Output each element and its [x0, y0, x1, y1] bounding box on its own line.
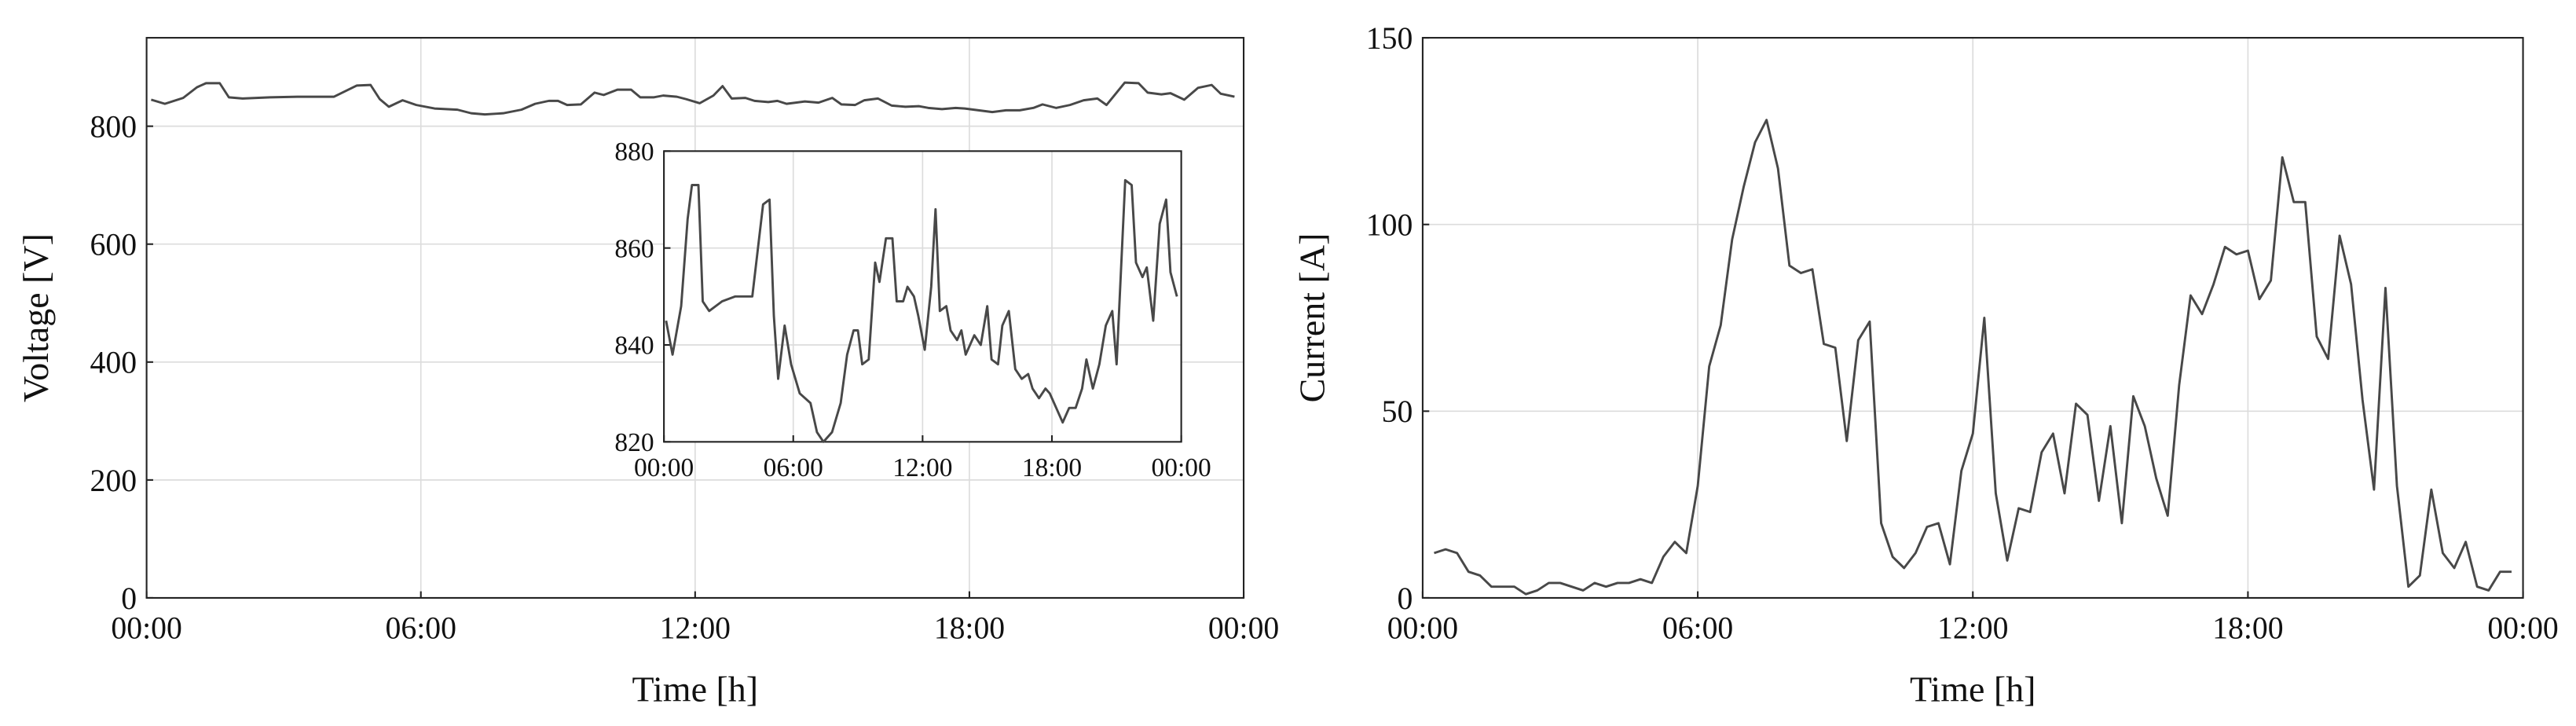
y-tick-label: 50 — [1382, 394, 1413, 429]
y-tick-label: 100 — [1366, 208, 1413, 243]
y-tick-label: 0 — [1398, 581, 1413, 616]
x-tick-label: 00:00 — [111, 611, 181, 646]
y-tick-label: 860 — [614, 234, 654, 263]
data-line — [665, 178, 1178, 443]
y-axis-label: Current [A] — [1292, 233, 1332, 403]
x-tick-label: 00:00 — [1387, 611, 1458, 646]
x-tick-label: 18:00 — [934, 611, 1005, 646]
x-tick-label: 12:00 — [660, 611, 731, 646]
y-tick-label: 400 — [90, 346, 137, 380]
y-tick-label: 600 — [90, 228, 137, 262]
y-tick-label: 880 — [614, 138, 654, 167]
y-axis-label: Voltage [V] — [16, 233, 56, 402]
data-line — [150, 81, 1235, 116]
y-tick-label: 150 — [1366, 21, 1413, 56]
plot-frame — [145, 37, 1245, 599]
x-axis-label: Time [h] — [1910, 669, 2036, 710]
x-tick-label: 06:00 — [764, 453, 823, 482]
y-tick-label: 840 — [614, 332, 654, 361]
x-tick-label: 06:00 — [1662, 611, 1733, 646]
x-tick-label: 12:00 — [892, 453, 952, 482]
x-tick-label: 00:00 — [1152, 453, 1211, 482]
x-axis-label: Time [h] — [632, 669, 759, 710]
x-tick-label: 18:00 — [2212, 611, 2283, 646]
y-tick-label: 820 — [614, 428, 654, 457]
plot-frame — [1421, 37, 2524, 599]
x-tick-label: 12:00 — [1937, 611, 2008, 646]
y-tick-label: 200 — [90, 464, 137, 498]
x-tick-label: 18:00 — [1022, 453, 1082, 482]
data-line — [1434, 119, 2512, 596]
y-tick-label: 800 — [90, 110, 137, 145]
x-tick-label: 00:00 — [634, 453, 694, 482]
plot-frame — [663, 150, 1182, 443]
x-tick-label: 06:00 — [385, 611, 456, 646]
x-tick-label: 00:00 — [2487, 611, 2558, 646]
x-tick-label: 00:00 — [1208, 611, 1279, 646]
y-tick-label: 0 — [121, 581, 137, 616]
